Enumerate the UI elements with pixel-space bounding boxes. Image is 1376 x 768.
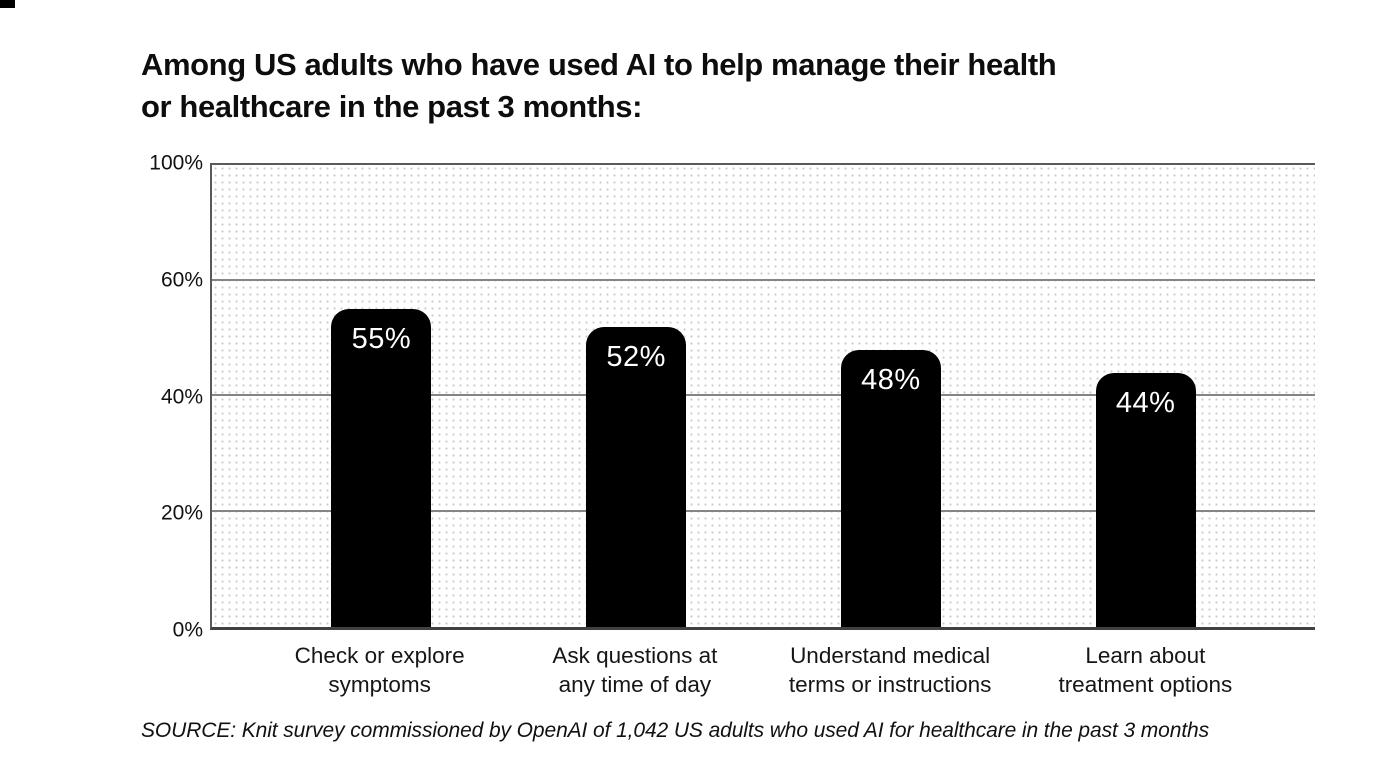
- category-slot: Ask questions at any time of day: [507, 641, 762, 699]
- bar-3: 48%: [840, 349, 941, 627]
- y-axis: 0% 20% 40% 60% 100%: [40, 153, 203, 641]
- y-tick-label-60%: 60%: [160, 268, 203, 292]
- bar-value-label: 55%: [351, 323, 412, 356]
- corner-artifact: [0, 0, 15, 8]
- gridline-20%: [212, 509, 1315, 512]
- x-axis-category-labels: Check or explore symptoms Ask questions at…: [210, 641, 1315, 699]
- bar-value-label: 48%: [861, 363, 921, 396]
- bar-slot: 55%: [254, 165, 509, 627]
- category-label: Ask questions at any time of day: [552, 643, 718, 697]
- category-slot: Understand medical terms or instructions: [763, 641, 1018, 699]
- category-label: Understand medical terms or instructions: [788, 643, 992, 697]
- bar-4: 44%: [1095, 372, 1196, 627]
- y-tick-label-20%: 20%: [160, 501, 203, 525]
- chart-title-line-2: or healthcare in the past 3 months:: [141, 89, 643, 124]
- bar-slot: 52%: [509, 165, 764, 627]
- category-label: Learn about treatment options: [1058, 643, 1233, 697]
- bars-row: 55% 52% 48% 44%: [212, 165, 1315, 627]
- category-label: Check or explore symptoms: [294, 643, 465, 697]
- bar-slot: 44%: [1018, 165, 1273, 627]
- y-tick-label-40%: 40%: [160, 385, 203, 408]
- gridline-40%: [212, 394, 1315, 396]
- category-slot: Check or explore symptoms: [252, 641, 507, 699]
- bar-value-label: 44%: [1115, 386, 1176, 419]
- y-tick-label-100%: 100%: [149, 151, 203, 175]
- chart-title-line-1: Among US adults who have used AI to help…: [141, 47, 1057, 82]
- bar-2: 52%: [586, 326, 687, 627]
- bar-slot: 48%: [764, 165, 1019, 627]
- category-slot: Learn about treatment options: [1018, 641, 1273, 699]
- source-note: SOURCE: Knit survey commissioned by Open…: [141, 719, 1210, 742]
- gridline-60%: [212, 278, 1315, 281]
- y-tick-label-0%: 0%: [172, 618, 203, 642]
- bar-1: 55%: [331, 309, 432, 627]
- bar-value-label: 52%: [606, 340, 666, 373]
- chart-title: Among US adults who have used AI to help…: [141, 44, 1057, 128]
- plot-area: 55% 52% 48% 44%: [210, 163, 1315, 630]
